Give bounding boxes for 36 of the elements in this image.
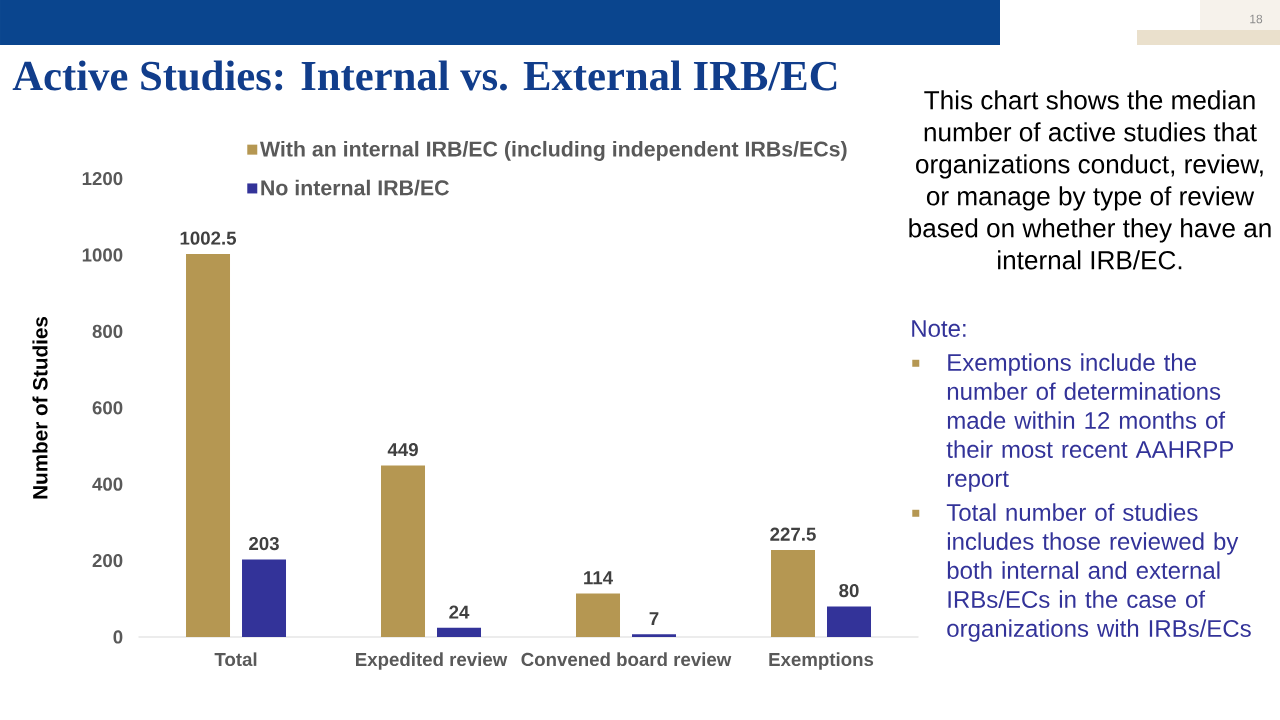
x-tick-label: Expedited review [356,652,508,670]
bar [381,465,426,637]
data-label: 227.5 [770,527,816,541]
chart-title: Active Studies: Internal vs. External IRB/EC [12,60,837,91]
legend-label: With an internal IRB/EC (including independent IRBs/ECs) [259,140,847,161]
data-label: 1002.5 [180,231,237,245]
bar [827,606,872,637]
y-tick-label: 200 [92,553,123,568]
bar [576,593,621,637]
text: Total number of studies includes those reviewed by both internal and external IRBs/ECs in the case of organizations with IRBs/ECs [946,503,1251,642]
x-tick-label: Exemptions [769,652,874,670]
x-tick-label: Total [214,652,257,667]
bar [186,254,231,637]
y-tick-label: 1000 [82,248,123,262]
bar [632,634,677,637]
x-tick-label: Convened board review [521,652,732,667]
data-label: 203 [249,536,279,551]
y-tick-label: 400 [92,477,123,491]
y-tick-label: 600 [92,401,123,415]
y-tick-label: 800 [92,324,123,339]
bar [437,627,482,637]
y-tick-label: 1200 [82,171,123,186]
bar [242,559,287,637]
data-label: 449 [387,442,418,457]
annotation: Note: [912,320,966,337]
data-label: 24 [449,605,470,619]
annotation: This chart shows the median number of active studies that organizations conduct, review, or manage by type of review based on whether they have an internal IRB/EC. [909,90,1271,270]
bar [771,550,816,637]
legend-label: No internal IRB/EC [261,179,449,196]
text: Exemptions include the number of determinations made within 12 months of their most recent AAHRPP report [946,353,1234,492]
data-label: 7 [649,612,659,626]
text: 18 [1250,14,1263,24]
y-axis-title: Number of Studies [32,316,48,499]
data-label: 114 [584,571,613,585]
y-tick-label: 0 [113,630,123,644]
data-label: 80 [839,583,859,598]
